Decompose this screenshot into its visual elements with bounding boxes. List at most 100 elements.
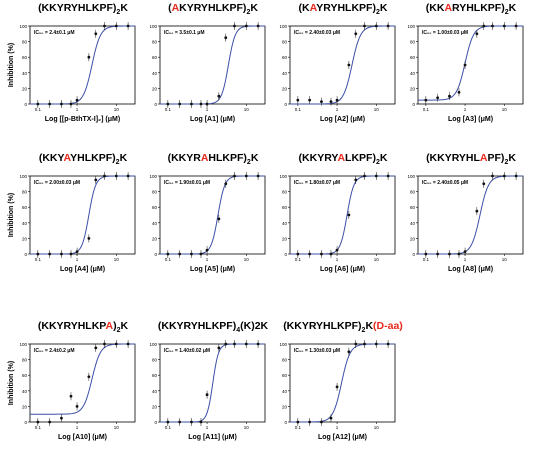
chart-title-part: K xyxy=(250,2,258,14)
chart-title-part: 2 xyxy=(361,327,366,335)
ic50-label: IC₅₀ = 1.90±0.01 μM xyxy=(164,180,210,186)
fit-curve xyxy=(160,175,265,255)
data-point xyxy=(217,346,221,350)
chart-panel: (KKYRYHLKPF)4(K)2K 0 20 40 60 80 100 0.1 1 10 IC₅₀… xyxy=(149,320,275,460)
data-point xyxy=(244,24,248,28)
x-axis-label: Log [A2] (μM) xyxy=(320,116,365,123)
data-point xyxy=(94,32,98,36)
y-tick-label: 20 xyxy=(152,404,158,409)
y-tick-label: 60 xyxy=(22,55,28,60)
y-tick-label: 0 xyxy=(412,102,415,107)
y-tick-label: 20 xyxy=(22,404,28,409)
plot-frame xyxy=(417,175,524,255)
chart-svg: 0 20 40 60 80 100 0.1 1 10 IC₅₀ = 3.5±0.1 μM Log [… xyxy=(149,22,266,123)
y-tick-label: 0 xyxy=(24,252,27,257)
data-point xyxy=(475,32,479,36)
y-tick-label: 100 xyxy=(279,24,287,29)
data-point xyxy=(166,252,170,256)
data-point xyxy=(363,174,366,178)
data-point xyxy=(354,178,358,182)
x-axis-label: Log [A11] (μM) xyxy=(188,434,237,441)
chart-title: (KKYRYHLKPA)2K xyxy=(18,320,148,334)
data-point xyxy=(386,24,390,28)
x-tick-label: 10 xyxy=(244,107,250,112)
chart-title-part: A xyxy=(309,2,317,14)
fit-curve xyxy=(160,343,265,423)
y-tick-label: 40 xyxy=(22,71,28,76)
data-point xyxy=(463,63,467,67)
data-point xyxy=(199,102,203,106)
y-tick-label: 40 xyxy=(152,221,158,226)
data-point xyxy=(296,252,300,256)
x-tick-label: 1 xyxy=(206,425,209,430)
chart-svg: 0 20 40 60 80 100 0.1 1 10 IC₅₀ = 2.4±0.2 μM Log [… xyxy=(8,340,136,441)
x-tick-label: 10 xyxy=(374,257,380,262)
y-tick-label: 20 xyxy=(22,236,28,241)
chart-title-part: (KK xyxy=(425,2,445,14)
x-tick-label: 0.1 xyxy=(165,425,172,430)
chart-title-part: K xyxy=(250,152,259,164)
data-point xyxy=(178,252,182,256)
chart-title-part: (K)2K xyxy=(240,320,269,332)
data-point xyxy=(75,98,79,102)
x-axis-label: Log [[p-BthTX-I]₂] (μM) xyxy=(45,116,120,123)
data-point xyxy=(190,252,193,256)
data-point xyxy=(126,174,130,178)
chart-svg: 0 20 40 60 80 100 0.1 1 10 IC₅₀ = 2.40±0.05 μM Log… xyxy=(407,172,524,273)
fit-curve xyxy=(418,25,523,101)
y-tick-label: 0 xyxy=(284,420,287,425)
data-point xyxy=(475,209,479,213)
x-tick-label: 10 xyxy=(502,257,508,262)
y-tick-label: 80 xyxy=(410,190,416,195)
data-point xyxy=(60,102,63,106)
data-point xyxy=(103,24,106,28)
data-point xyxy=(374,174,378,178)
x-tick-label: 1 xyxy=(336,257,339,262)
y-tick-label: 100 xyxy=(19,342,27,347)
y-tick-label: 100 xyxy=(279,342,287,347)
chart-title-part: 2 xyxy=(375,9,380,17)
data-point xyxy=(94,178,98,182)
chart-title-part: (KKYRYHL xyxy=(426,152,480,164)
chart-svg: 0 20 40 60 80 100 0.1 1 10 IC₅₀ = 2.40±0.03 μM Log… xyxy=(279,22,396,123)
x-tick-label: 10 xyxy=(374,107,380,112)
chart-title-part: K xyxy=(379,2,388,14)
chart-title-part: (KKYRYHLKP xyxy=(37,320,106,332)
x-tick-label: 10 xyxy=(114,257,120,262)
y-tick-label: 40 xyxy=(282,221,288,226)
y-tick-label: 60 xyxy=(410,55,416,60)
data-point xyxy=(482,182,486,186)
y-tick-label: 40 xyxy=(410,221,416,226)
chart-panel: (KKYRYHLAPF)2K 0 20 40 60 80 100 0.1 1 10 IC₅₀ = 2… xyxy=(407,152,533,292)
y-tick-label: 0 xyxy=(284,102,287,107)
data-point xyxy=(482,24,486,28)
x-tick-label: 0.1 xyxy=(295,107,302,112)
chart-title-part: K xyxy=(508,2,517,14)
fit-curve xyxy=(290,343,395,423)
x-tick-label: 0.1 xyxy=(165,257,172,262)
data-point xyxy=(178,420,182,424)
data-point xyxy=(347,213,351,217)
chart-title: (KKYRYALKPF)2K xyxy=(278,152,408,166)
data-point xyxy=(424,252,428,256)
data-point xyxy=(205,393,209,397)
chart-panel: (KKARYHLKPF)2K 0 20 40 60 80 100 0.1 1 10 IC₅₀ = 1… xyxy=(407,2,533,142)
x-tick-label: 1 xyxy=(464,107,467,112)
chart-title: (KKYRYHLAPF)2K xyxy=(406,152,536,166)
y-tick-label: 100 xyxy=(19,24,27,29)
x-tick-label: 10 xyxy=(114,425,120,430)
x-tick-label: 10 xyxy=(114,107,120,112)
x-tick-label: 1 xyxy=(336,107,339,112)
y-tick-label: 80 xyxy=(282,358,288,363)
data-point xyxy=(329,252,333,256)
chart-title-part: (KKY xyxy=(38,152,64,164)
chart-title-part: (K xyxy=(298,2,310,14)
data-point xyxy=(244,174,248,178)
data-point xyxy=(354,32,358,36)
data-point xyxy=(233,342,236,346)
chart-title: (KKYAYHLKPF)2K xyxy=(18,152,148,166)
y-tick-label: 80 xyxy=(22,40,28,45)
y-tick-label: 40 xyxy=(410,71,416,76)
data-point xyxy=(296,420,300,424)
data-point xyxy=(94,346,98,350)
